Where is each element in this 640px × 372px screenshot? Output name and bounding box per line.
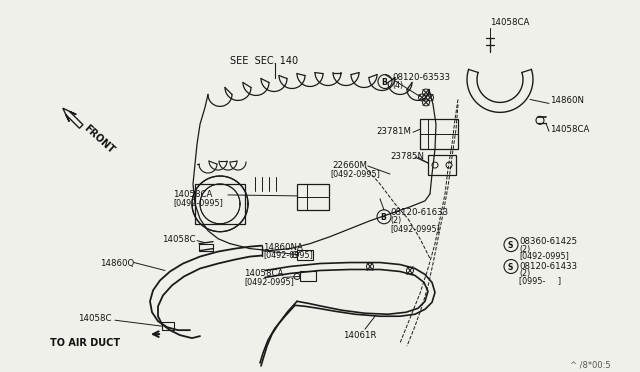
Text: 14058CA: 14058CA — [244, 269, 284, 279]
Text: S: S — [508, 263, 513, 272]
Text: 14860Q: 14860Q — [100, 259, 134, 267]
Text: S: S — [508, 241, 513, 250]
Text: 08120-63533: 08120-63533 — [392, 73, 450, 81]
Circle shape — [377, 210, 391, 224]
Text: (2): (2) — [519, 269, 531, 279]
Text: 14058CA: 14058CA — [550, 125, 589, 134]
Text: [0995-     ]: [0995- ] — [519, 276, 561, 285]
Circle shape — [504, 260, 518, 273]
Text: 14058C: 14058C — [162, 235, 195, 244]
Text: [0492-0995]: [0492-0995] — [263, 251, 313, 260]
Text: [0492-0995]: [0492-0995] — [244, 278, 294, 286]
Text: (2): (2) — [390, 216, 401, 225]
Text: 14058C: 14058C — [78, 314, 111, 323]
FancyBboxPatch shape — [199, 244, 213, 251]
FancyBboxPatch shape — [195, 184, 245, 224]
Text: (2): (2) — [519, 245, 531, 254]
Text: 14860NA: 14860NA — [263, 243, 303, 251]
Text: TO AIR DUCT: TO AIR DUCT — [50, 338, 120, 348]
Text: FRONT: FRONT — [82, 123, 116, 155]
Text: 14058CA: 14058CA — [173, 190, 212, 199]
Text: SEE  SEC. 140: SEE SEC. 140 — [230, 56, 298, 66]
FancyBboxPatch shape — [300, 272, 316, 282]
Text: 14058CA: 14058CA — [490, 18, 529, 27]
Text: (4): (4) — [392, 81, 403, 90]
FancyBboxPatch shape — [162, 322, 174, 330]
Text: [0492-0995]: [0492-0995] — [519, 251, 569, 261]
Circle shape — [504, 238, 518, 251]
Text: 23785N: 23785N — [390, 152, 424, 161]
Text: [0492-0995]: [0492-0995] — [330, 169, 380, 178]
Text: 08360-61425: 08360-61425 — [519, 237, 577, 246]
FancyBboxPatch shape — [420, 119, 458, 149]
Text: 22660M: 22660M — [332, 161, 367, 170]
Text: [0492-0995]: [0492-0995] — [390, 224, 440, 233]
FancyBboxPatch shape — [297, 184, 329, 210]
Circle shape — [378, 74, 392, 89]
Text: B: B — [381, 78, 387, 87]
Text: B: B — [381, 213, 387, 222]
Text: ^ /8*00:5: ^ /8*00:5 — [570, 361, 611, 370]
Polygon shape — [63, 108, 83, 128]
FancyBboxPatch shape — [297, 250, 313, 260]
Text: 08120-61433: 08120-61433 — [519, 262, 577, 270]
Text: 08120-61633: 08120-61633 — [390, 208, 448, 217]
Text: [0492-0995]: [0492-0995] — [173, 198, 223, 207]
FancyBboxPatch shape — [428, 155, 456, 175]
Text: 14061R: 14061R — [343, 331, 376, 340]
Text: 14860N: 14860N — [550, 96, 584, 105]
Text: 23781M: 23781M — [376, 127, 411, 136]
